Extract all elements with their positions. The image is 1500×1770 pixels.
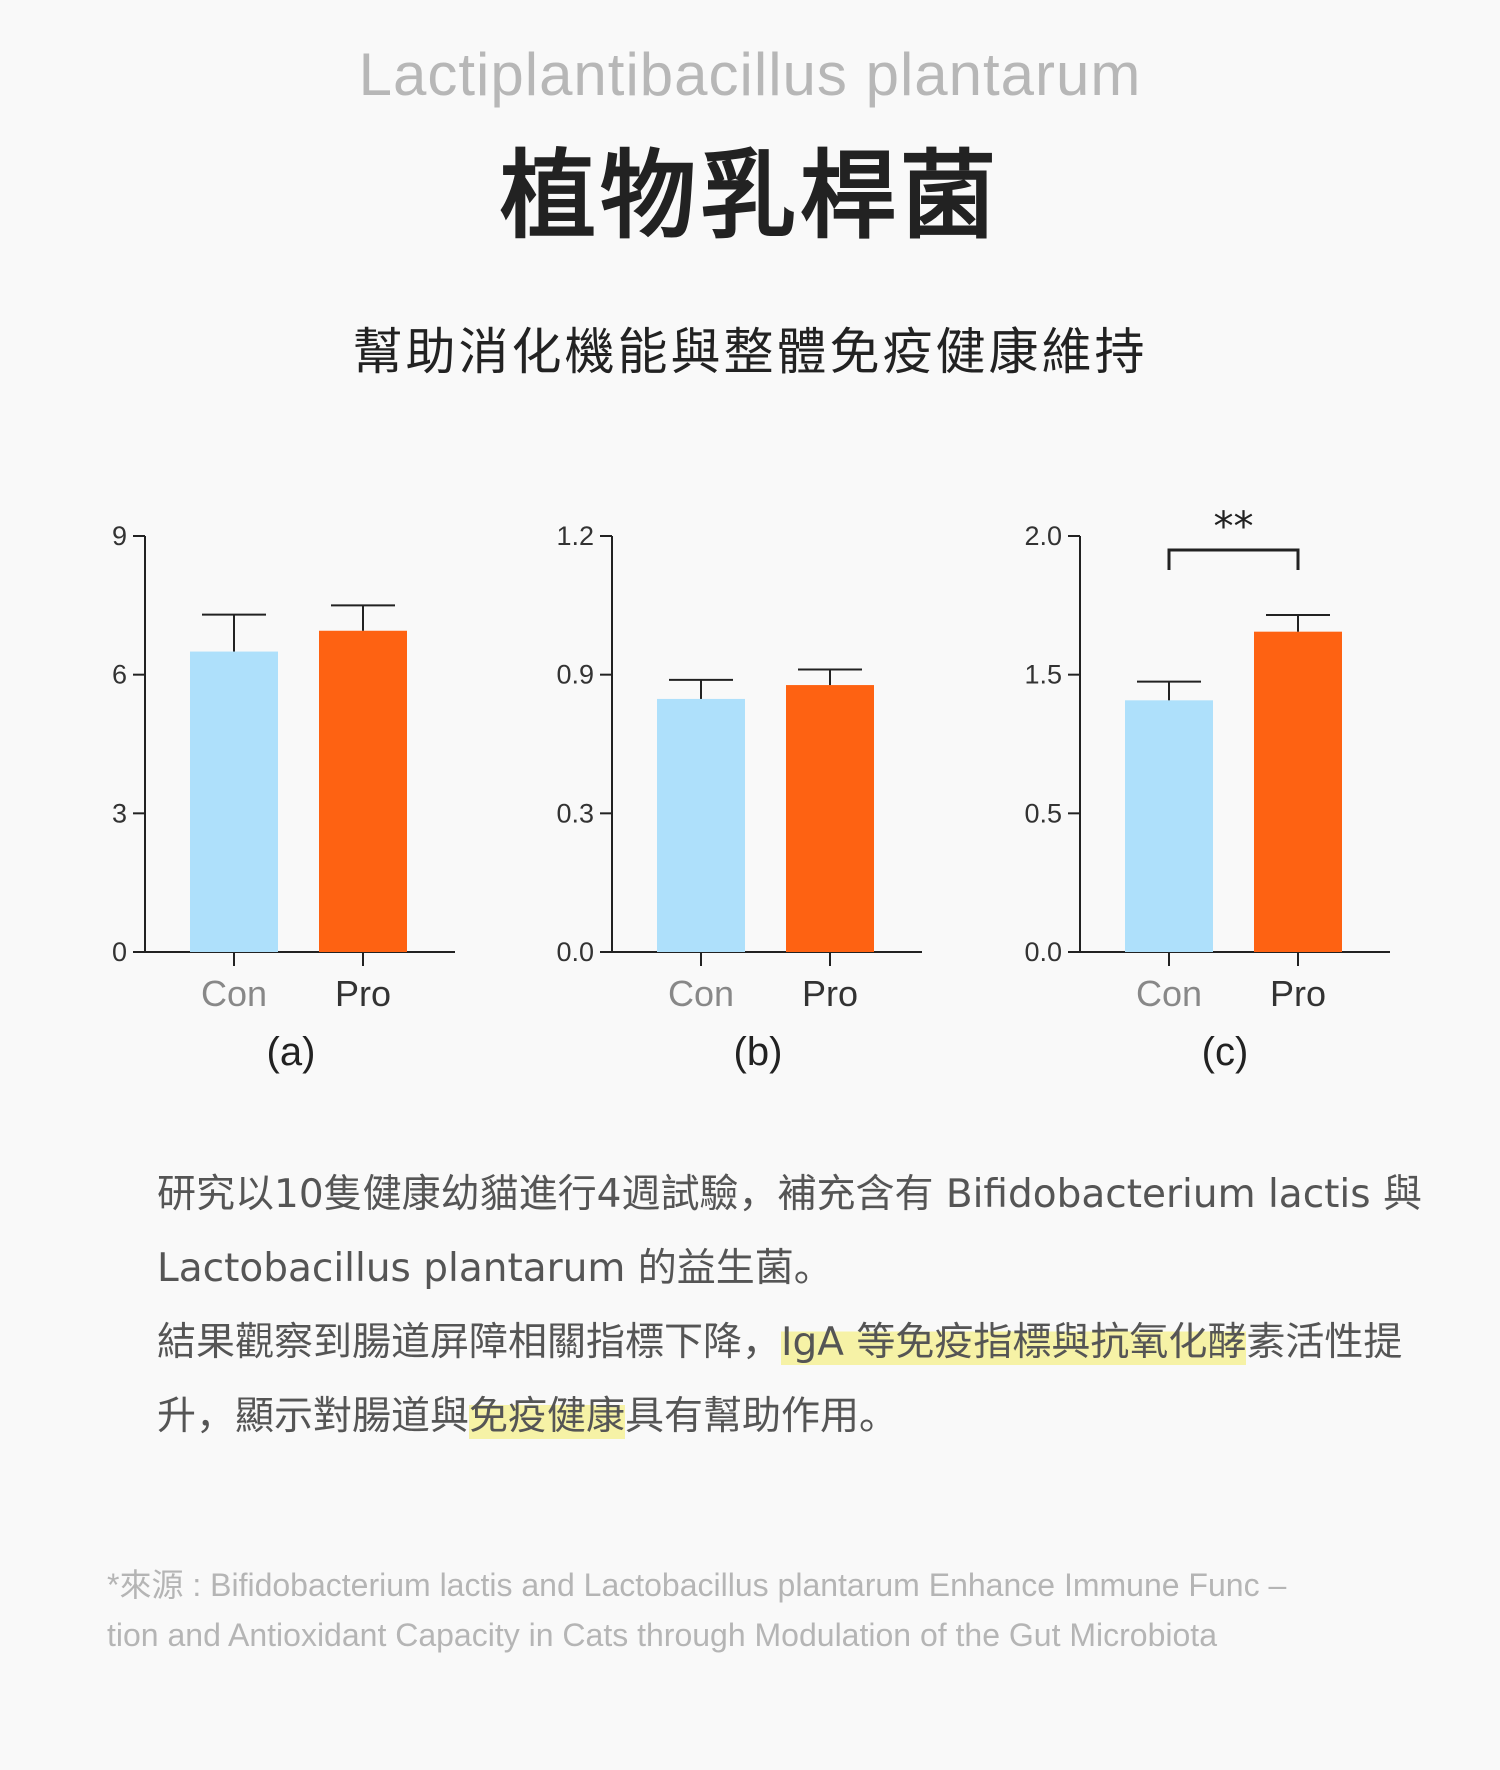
panel-label-a: (a) (266, 1030, 316, 1074)
y-tick-label: 1.5 (1024, 660, 1062, 690)
description-text: 具有幫助作用。 (625, 1394, 899, 1439)
y-tick-label: 6 (112, 660, 127, 690)
panel-label-b: (b) (733, 1030, 783, 1074)
y-tick-label: 0.5 (1024, 798, 1062, 828)
bar-pro (1254, 631, 1342, 952)
y-tick-label: 3 (112, 798, 127, 828)
y-tick-label: 9 (112, 521, 127, 551)
source-citation: *來源 : Bifidobacterium lactis and Lactoba… (107, 1560, 1407, 1660)
description-paragraph-1: 研究以10隻健康幼貓進行4週試驗，補充含有 Bifidobacterium la… (157, 1172, 1422, 1291)
description-text: 素活性提升，顯示對腸道與 (157, 1320, 1403, 1439)
source-line-1: *來源 : Bifidobacterium lactis and Lactoba… (107, 1567, 1287, 1603)
source-line-2: tion and Antioxidant Capacity in Cats th… (107, 1617, 1217, 1653)
description-text: 結果觀察到腸道屏障相關指標下降， (157, 1320, 782, 1365)
x-tick-label: Pro (335, 973, 391, 1014)
x-tick-label: Con (201, 973, 267, 1014)
bar-charts: 0 3 6 9 Con Pro 0.0 0.3 0.9 1.2 Con Pro 0.0 0.5 1.5 2.0… (112, 504, 1390, 1014)
significance-bracket (1167, 548, 1300, 570)
page-subtitle: 幫助消化機能與整體免疫健康維持 (352, 323, 1148, 381)
study-description: 研究以10隻健康幼貓進行4週試驗，補充含有 Bifidobacterium la… (157, 1158, 1457, 1454)
x-tick-label: Con (668, 973, 734, 1014)
latin-species-name: Lactiplantibacillus plantarum (358, 41, 1142, 108)
panel-label-c: (c) (1201, 1030, 1249, 1074)
description-paragraph-2: 結果觀察到腸道屏障相關指標下降，IgA 等免疫指標與抗氧化酵素活性提升，顯示對腸… (157, 1306, 1457, 1454)
bar-con (1125, 700, 1213, 952)
highlight-immune-markers: IgA 等免疫指標與抗氧化酵 (781, 1320, 1247, 1365)
y-tick-label: 1.2 (556, 521, 594, 551)
bar-con (190, 651, 278, 952)
y-tick-label: 0.3 (556, 798, 594, 828)
x-tick-label: Pro (1270, 973, 1326, 1014)
bar-con (657, 698, 745, 952)
significance-marker: ** (1214, 504, 1254, 550)
page-title: 植物乳桿菌 (500, 140, 1000, 252)
y-tick-label: 2.0 (1024, 521, 1062, 551)
bar-pro (319, 630, 407, 952)
x-tick-label: Pro (802, 973, 858, 1014)
x-tick-label: Con (1136, 973, 1202, 1014)
y-tick-label: 0.0 (1024, 937, 1062, 967)
bar-pro (786, 685, 874, 952)
y-tick-label: 0.9 (556, 660, 594, 690)
highlight-immune-health: 免疫健康 (469, 1394, 626, 1439)
y-tick-label: 0.0 (556, 937, 594, 967)
y-tick-label: 0 (112, 937, 127, 967)
